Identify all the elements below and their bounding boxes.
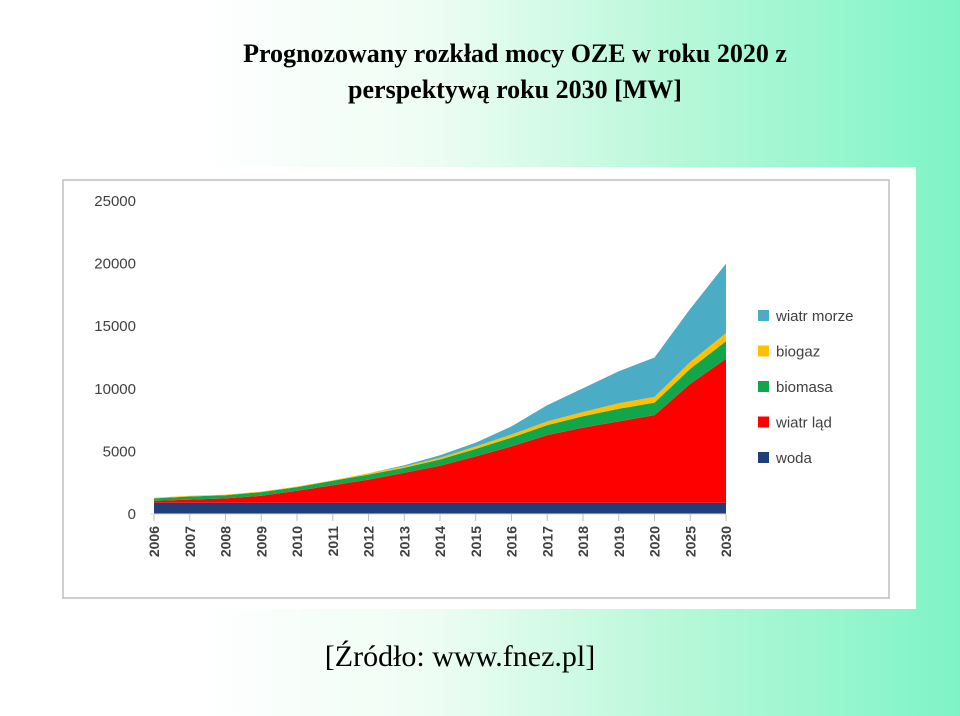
area-series-2 <box>154 341 726 501</box>
chart-areas <box>154 263 726 514</box>
legend: wiatr morze biogaz biomasa wiatr ląd woda <box>758 308 854 467</box>
legend-swatch <box>758 345 769 357</box>
chart-panel: 0 5000 10000 15000 20000 25000 2006 2007 2008 20… <box>52 167 916 609</box>
x-tick-label: 2006 <box>146 526 162 557</box>
x-tick-label: 2016 <box>504 526 520 557</box>
y-tick-label: 10000 <box>94 381 136 398</box>
x-tick-label: 2014 <box>432 526 448 557</box>
legend-swatch <box>758 452 769 463</box>
y-tick-label: 5000 <box>103 443 136 460</box>
x-tick-label: 2018 <box>575 526 591 557</box>
x-tick-label: 2012 <box>361 526 377 557</box>
area-series-4 <box>154 263 726 498</box>
x-tick-label: 2030 <box>718 526 734 557</box>
legend-swatch <box>758 416 769 428</box>
title-line-2: perspektywą roku 2030 [MW] <box>348 75 682 104</box>
source-caption: [Źródło: www.fnez.pl] <box>324 640 596 673</box>
x-tick-label: 2025 <box>682 526 698 557</box>
x-tick-label: 2015 <box>468 526 484 557</box>
x-tick-label: 2009 <box>253 526 269 557</box>
x-tick-label: 2017 <box>539 526 555 557</box>
x-tick-label: 2020 <box>647 526 663 557</box>
x-tick-label: 2010 <box>289 526 305 557</box>
y-axis: 0 5000 10000 15000 20000 25000 <box>94 193 726 523</box>
legend-swatch <box>758 310 769 321</box>
x-tick-label: 2011 <box>325 526 341 557</box>
area-series-1 <box>154 358 726 503</box>
x-tick-label: 2007 <box>182 526 198 557</box>
legend-label: wiatr ląd <box>775 415 832 432</box>
x-tick-label: 2008 <box>218 526 234 557</box>
legend-swatch <box>758 381 769 392</box>
legend-label: wiatr morze <box>775 308 854 325</box>
legend-label: biogaz <box>776 344 820 361</box>
chart-border <box>62 179 890 599</box>
x-tick-label: 2013 <box>396 526 412 557</box>
x-axis: 2006 2007 2008 2009 2010 2011 2012 2013 2014 2015… <box>146 514 734 557</box>
x-tick-label: 2019 <box>611 526 627 557</box>
legend-label: biomasa <box>776 379 833 396</box>
legend-label: woda <box>775 450 813 467</box>
page-title: Prognozowany rozkład mocy OZE w roku 202… <box>0 36 960 108</box>
y-tick-label: 15000 <box>94 318 136 335</box>
y-tick-label: 0 <box>128 506 136 523</box>
title-line-1: Prognozowany rozkład mocy OZE w roku 202… <box>243 39 787 68</box>
area-series-0 <box>154 502 726 514</box>
y-tick-label: 25000 <box>94 193 136 210</box>
y-tick-label: 20000 <box>94 256 136 273</box>
